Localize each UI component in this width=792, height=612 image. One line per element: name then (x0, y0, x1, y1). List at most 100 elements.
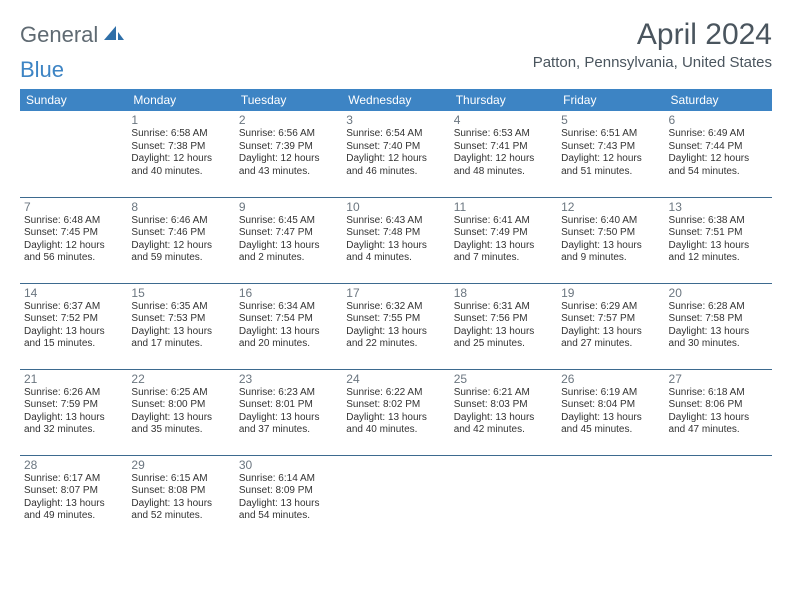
weekday-header-row: Sunday Monday Tuesday Wednesday Thursday… (20, 89, 772, 111)
day-cell: 23Sunrise: 6:23 AMSunset: 8:01 PMDayligh… (235, 369, 342, 455)
day-number: 1 (131, 113, 230, 127)
day-info: Sunrise: 6:14 AMSunset: 8:09 PMDaylight:… (239, 473, 338, 523)
weekday-header: Thursday (450, 89, 557, 111)
day-number: 30 (239, 458, 338, 472)
day-number: 26 (561, 372, 660, 386)
day-info: Sunrise: 6:58 AMSunset: 7:38 PMDaylight:… (131, 128, 230, 178)
day-info: Sunrise: 6:45 AMSunset: 7:47 PMDaylight:… (239, 215, 338, 265)
day-number: 29 (131, 458, 230, 472)
empty-cell (342, 455, 449, 541)
day-cell: 15Sunrise: 6:35 AMSunset: 7:53 PMDayligh… (127, 283, 234, 369)
day-number: 6 (669, 113, 768, 127)
day-number: 8 (131, 200, 230, 214)
calendar-row: 28Sunrise: 6:17 AMSunset: 8:07 PMDayligh… (20, 455, 772, 541)
calendar-row: 1Sunrise: 6:58 AMSunset: 7:38 PMDaylight… (20, 111, 772, 197)
day-cell: 17Sunrise: 6:32 AMSunset: 7:55 PMDayligh… (342, 283, 449, 369)
day-info: Sunrise: 6:17 AMSunset: 8:07 PMDaylight:… (24, 473, 123, 523)
logo-text-general: General (20, 22, 98, 48)
day-number: 5 (561, 113, 660, 127)
day-number: 2 (239, 113, 338, 127)
day-info: Sunrise: 6:15 AMSunset: 8:08 PMDaylight:… (131, 473, 230, 523)
day-number: 12 (561, 200, 660, 214)
day-info: Sunrise: 6:18 AMSunset: 8:06 PMDaylight:… (669, 387, 768, 437)
day-info: Sunrise: 6:28 AMSunset: 7:58 PMDaylight:… (669, 301, 768, 351)
day-cell: 8Sunrise: 6:46 AMSunset: 7:46 PMDaylight… (127, 197, 234, 283)
day-number: 10 (346, 200, 445, 214)
day-cell: 26Sunrise: 6:19 AMSunset: 8:04 PMDayligh… (557, 369, 664, 455)
day-info: Sunrise: 6:29 AMSunset: 7:57 PMDaylight:… (561, 301, 660, 351)
day-info: Sunrise: 6:41 AMSunset: 7:49 PMDaylight:… (454, 215, 553, 265)
day-number: 3 (346, 113, 445, 127)
logo: General (20, 22, 126, 48)
weekday-header: Monday (127, 89, 234, 111)
day-info: Sunrise: 6:25 AMSunset: 8:00 PMDaylight:… (131, 387, 230, 437)
day-info: Sunrise: 6:19 AMSunset: 8:04 PMDaylight:… (561, 387, 660, 437)
day-info: Sunrise: 6:34 AMSunset: 7:54 PMDaylight:… (239, 301, 338, 351)
day-cell: 25Sunrise: 6:21 AMSunset: 8:03 PMDayligh… (450, 369, 557, 455)
empty-cell (665, 455, 772, 541)
page-title: April 2024 (533, 18, 772, 52)
day-cell: 16Sunrise: 6:34 AMSunset: 7:54 PMDayligh… (235, 283, 342, 369)
logo-text-blue: Blue (20, 57, 772, 83)
day-cell: 4Sunrise: 6:53 AMSunset: 7:41 PMDaylight… (450, 111, 557, 197)
day-cell: 29Sunrise: 6:15 AMSunset: 8:08 PMDayligh… (127, 455, 234, 541)
day-cell: 11Sunrise: 6:41 AMSunset: 7:49 PMDayligh… (450, 197, 557, 283)
weekday-header: Friday (557, 89, 664, 111)
day-cell: 14Sunrise: 6:37 AMSunset: 7:52 PMDayligh… (20, 283, 127, 369)
calendar-body: 1Sunrise: 6:58 AMSunset: 7:38 PMDaylight… (20, 111, 772, 541)
day-number: 19 (561, 286, 660, 300)
calendar-table: Sunday Monday Tuesday Wednesday Thursday… (20, 89, 772, 541)
day-info: Sunrise: 6:21 AMSunset: 8:03 PMDaylight:… (454, 387, 553, 437)
day-cell: 24Sunrise: 6:22 AMSunset: 8:02 PMDayligh… (342, 369, 449, 455)
day-cell: 18Sunrise: 6:31 AMSunset: 7:56 PMDayligh… (450, 283, 557, 369)
day-number: 28 (24, 458, 123, 472)
day-info: Sunrise: 6:53 AMSunset: 7:41 PMDaylight:… (454, 128, 553, 178)
weekday-header: Tuesday (235, 89, 342, 111)
day-info: Sunrise: 6:46 AMSunset: 7:46 PMDaylight:… (131, 215, 230, 265)
day-info: Sunrise: 6:22 AMSunset: 8:02 PMDaylight:… (346, 387, 445, 437)
day-number: 22 (131, 372, 230, 386)
day-cell: 6Sunrise: 6:49 AMSunset: 7:44 PMDaylight… (665, 111, 772, 197)
day-number: 27 (669, 372, 768, 386)
day-number: 14 (24, 286, 123, 300)
empty-cell (450, 455, 557, 541)
calendar-row: 21Sunrise: 6:26 AMSunset: 7:59 PMDayligh… (20, 369, 772, 455)
calendar-row: 7Sunrise: 6:48 AMSunset: 7:45 PMDaylight… (20, 197, 772, 283)
day-info: Sunrise: 6:56 AMSunset: 7:39 PMDaylight:… (239, 128, 338, 178)
day-info: Sunrise: 6:35 AMSunset: 7:53 PMDaylight:… (131, 301, 230, 351)
day-info: Sunrise: 6:51 AMSunset: 7:43 PMDaylight:… (561, 128, 660, 178)
day-info: Sunrise: 6:31 AMSunset: 7:56 PMDaylight:… (454, 301, 553, 351)
weekday-header: Saturday (665, 89, 772, 111)
day-info: Sunrise: 6:48 AMSunset: 7:45 PMDaylight:… (24, 215, 123, 265)
day-number: 18 (454, 286, 553, 300)
day-number: 20 (669, 286, 768, 300)
empty-cell (557, 455, 664, 541)
page: General April 2024 Patton, Pennsylvania,… (0, 0, 792, 551)
day-info: Sunrise: 6:40 AMSunset: 7:50 PMDaylight:… (561, 215, 660, 265)
day-cell: 9Sunrise: 6:45 AMSunset: 7:47 PMDaylight… (235, 197, 342, 283)
day-cell: 21Sunrise: 6:26 AMSunset: 7:59 PMDayligh… (20, 369, 127, 455)
day-cell: 20Sunrise: 6:28 AMSunset: 7:58 PMDayligh… (665, 283, 772, 369)
day-number: 21 (24, 372, 123, 386)
day-number: 24 (346, 372, 445, 386)
day-info: Sunrise: 6:38 AMSunset: 7:51 PMDaylight:… (669, 215, 768, 265)
day-number: 9 (239, 200, 338, 214)
day-number: 7 (24, 200, 123, 214)
day-cell: 22Sunrise: 6:25 AMSunset: 8:00 PMDayligh… (127, 369, 234, 455)
day-number: 25 (454, 372, 553, 386)
day-number: 23 (239, 372, 338, 386)
day-cell: 28Sunrise: 6:17 AMSunset: 8:07 PMDayligh… (20, 455, 127, 541)
day-cell: 5Sunrise: 6:51 AMSunset: 7:43 PMDaylight… (557, 111, 664, 197)
day-number: 4 (454, 113, 553, 127)
day-info: Sunrise: 6:49 AMSunset: 7:44 PMDaylight:… (669, 128, 768, 178)
day-cell: 13Sunrise: 6:38 AMSunset: 7:51 PMDayligh… (665, 197, 772, 283)
day-number: 13 (669, 200, 768, 214)
day-info: Sunrise: 6:23 AMSunset: 8:01 PMDaylight:… (239, 387, 338, 437)
day-cell: 2Sunrise: 6:56 AMSunset: 7:39 PMDaylight… (235, 111, 342, 197)
day-cell: 19Sunrise: 6:29 AMSunset: 7:57 PMDayligh… (557, 283, 664, 369)
day-info: Sunrise: 6:43 AMSunset: 7:48 PMDaylight:… (346, 215, 445, 265)
weekday-header: Sunday (20, 89, 127, 111)
empty-cell (20, 111, 127, 197)
day-number: 11 (454, 200, 553, 214)
sail-icon (102, 22, 126, 42)
